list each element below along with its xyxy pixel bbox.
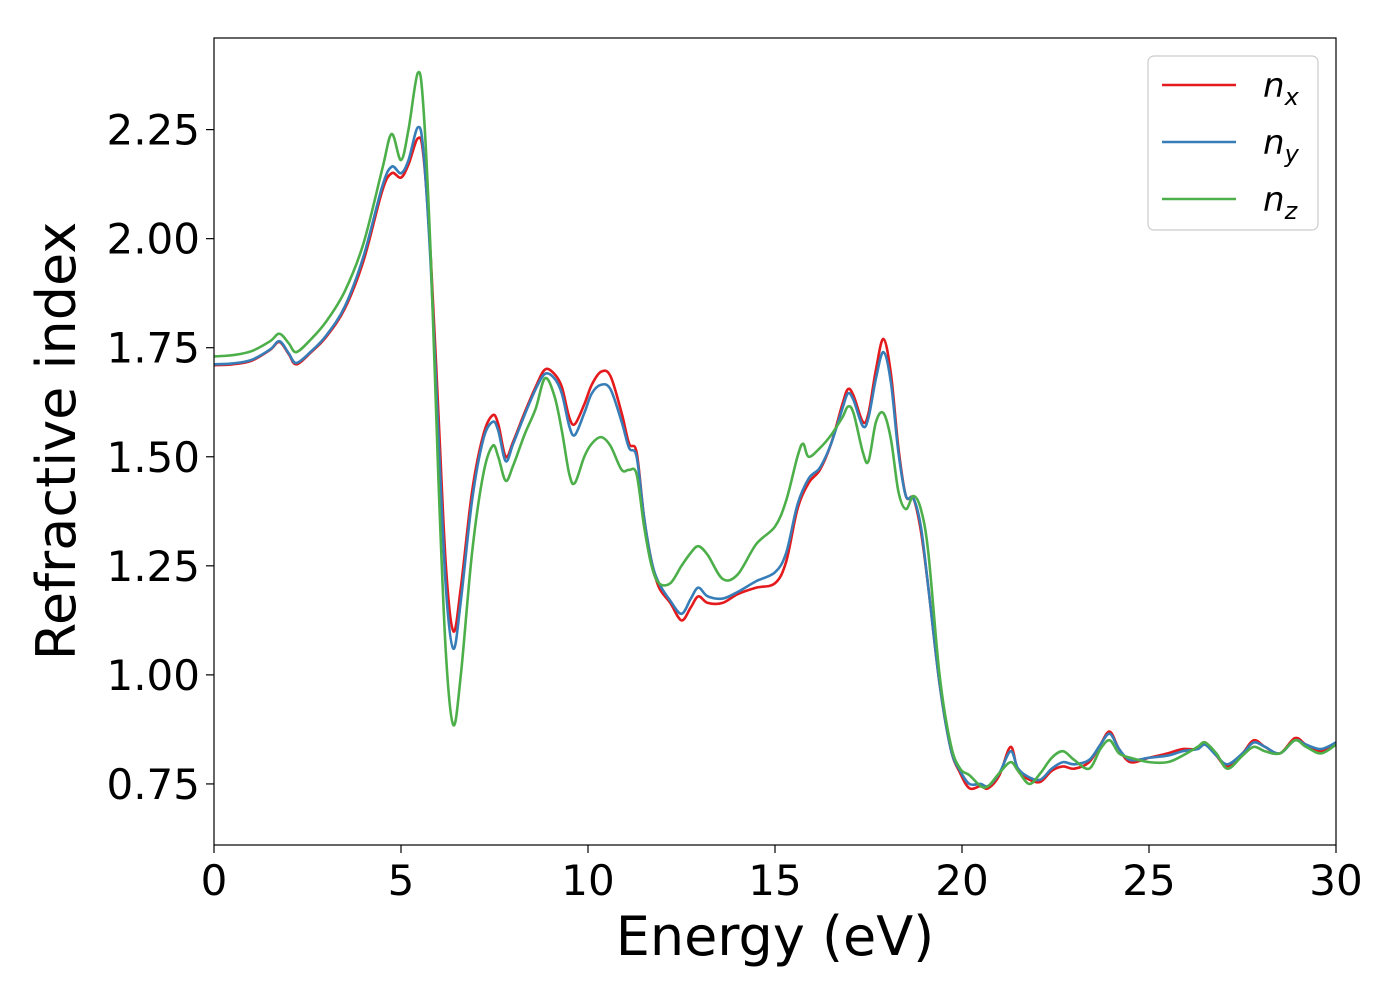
x-tick-label: 0 [201,856,228,905]
series-line-nx [214,136,1336,791]
y-tick-label: 1.25 [106,542,200,591]
series-layer [214,70,1336,791]
legend-label-nx: nx [1263,66,1300,111]
x-tick-label: 5 [388,856,415,905]
x-tick-label: 20 [935,856,988,905]
y-tick-label: 0.75 [106,760,200,809]
y-tick-label: 1.50 [106,433,200,482]
legend-label-main: n [1263,180,1285,220]
x-tick-label: 25 [1122,856,1175,905]
x-axis-ticks: 0 5 10 15 20 25 30 [201,845,1363,905]
y-tick-label: 1.75 [106,324,200,373]
legend-label-main: n [1263,123,1285,163]
legend-label-main: n [1263,66,1285,106]
legend-label-subscript: z [1284,197,1299,225]
y-tick-label: 2.00 [106,215,200,264]
x-axis-title: Energy (eV) [616,905,935,968]
y-axis-ticks: 0.75 1.00 1.25 1.50 1.75 2.00 2.25 [106,106,214,809]
legend-label-subscript: y [1284,140,1300,168]
series-line-nz [214,70,1336,789]
x-tick-label: 15 [748,856,801,905]
y-tick-label: 2.25 [106,106,200,155]
x-tick-label: 10 [561,856,614,905]
y-tick-label: 1.00 [106,651,200,700]
legend-label-subscript: x [1284,83,1300,111]
y-axis-title: Refractive index [25,222,88,661]
x-tick-label: 30 [1309,856,1362,905]
legend-label-ny: ny [1263,123,1300,168]
legend-label-nz: nz [1263,180,1299,225]
